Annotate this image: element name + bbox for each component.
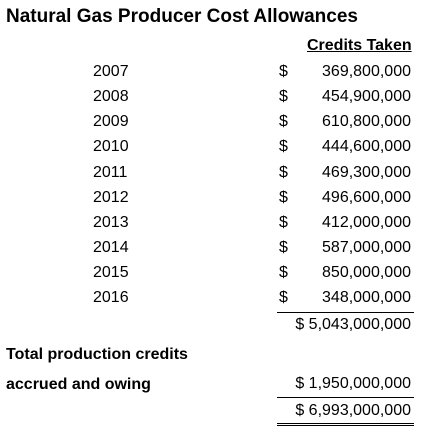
dollar-sign: $ [279,113,288,130]
production-credits-amount: $ 1,950,000,000 [295,375,411,392]
amount-cell: 444,600,000 [322,138,411,155]
dollar-sign: $ [279,138,288,155]
amount-cell: 369,800,000 [322,63,411,80]
grand-total-amount: $ 6,993,000,000 [295,402,411,419]
amount-cell: 496,600,000 [322,189,411,206]
amount-cell: 587,000,000 [322,239,411,256]
subtotal-amount: $ 5,043,000,000 [295,316,411,333]
amount-cell: 850,000,000 [322,264,411,281]
year-cell: 2010 [93,138,129,155]
dollar-sign: $ [279,214,288,231]
amount-cell: 469,300,000 [322,164,411,181]
production-credits-label-continued: accrued and owing [6,376,151,393]
dollar-sign: $ [279,88,288,105]
amount-cell: 454,900,000 [322,88,411,105]
year-cell: 2016 [93,289,129,306]
dollar-sign: $ [279,289,288,306]
year-cell: 2015 [93,264,129,281]
production-credits-label: Total production credits [6,346,188,363]
dollar-sign: $ [279,164,288,181]
year-cell: 2014 [93,239,129,256]
subtotal-rule [277,312,414,313]
amount-cell: 412,000,000 [322,214,411,231]
dollar-sign: $ [279,239,288,256]
amount-cell: 610,800,000 [322,113,411,130]
year-cell: 2013 [93,214,129,231]
year-cell: 2012 [93,189,129,206]
year-cell: 2007 [93,63,129,80]
dollar-sign: $ [279,189,288,206]
grand-total-rule [277,397,414,398]
dollar-sign: $ [279,63,288,80]
year-cell: 2011 [93,164,128,181]
amount-cell: 348,000,000 [322,289,411,306]
page-title: Natural Gas Producer Cost Allowances [6,6,358,27]
grand-total-double-rule [277,423,414,426]
year-cell: 2008 [93,88,129,105]
dollar-sign: $ [279,264,288,281]
year-cell: 2009 [93,113,129,130]
credits-taken-header: Credits Taken [307,37,412,54]
